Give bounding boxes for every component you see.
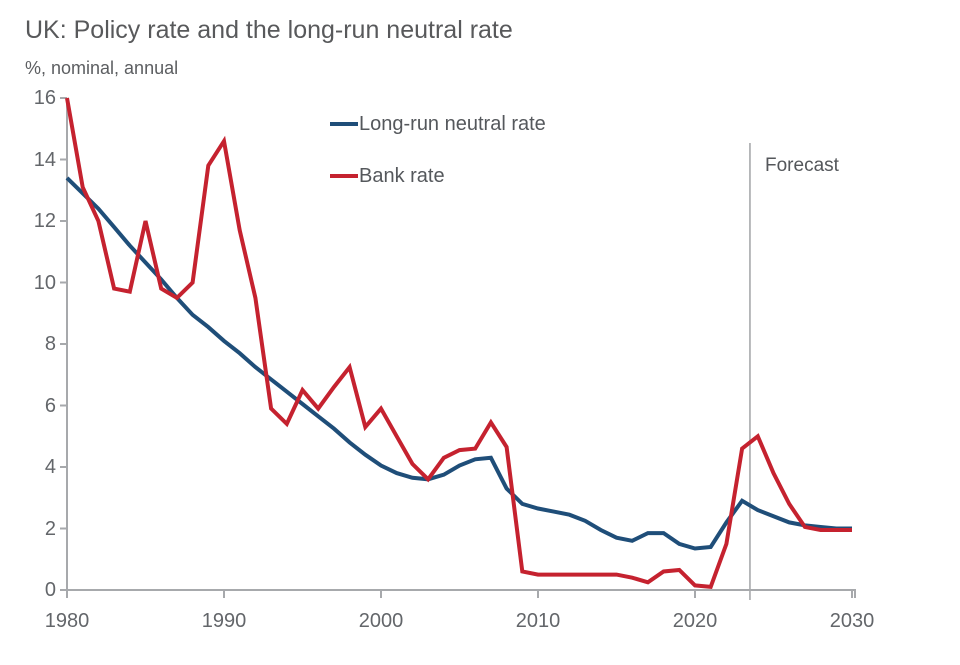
bank-rate-line [65,97,852,590]
legend-swatch-bank-rate-icon [330,174,358,178]
y-axis-tick-label: 0 [44,579,56,601]
legend-swatch-neutral-rate-icon [330,122,358,126]
x-axis-tick-label: 1990 [201,610,247,632]
legend-item-bank-rate: Bank rate [330,164,445,188]
y-axis-tick-label: 12 [33,210,56,232]
y-axis-tick-label: 10 [33,271,56,294]
y-axis-tick-label: 8 [44,333,56,355]
y-axis-tick-label: 6 [44,394,56,417]
x-axis-tick-label: 2000 [358,610,404,632]
y-axis-tick-label: 14 [33,148,56,171]
x-axis-tick-label: 2020 [672,610,718,632]
legend-item-neutral-rate: Long-run neutral rate [330,112,546,136]
legend-label-neutral-rate: Long-run neutral rate [359,113,546,135]
legend-label-bank-rate: Bank rate [359,165,445,187]
forecast-label: Forecast [765,155,839,176]
y-axis-tick-label: 2 [44,517,56,540]
y-axis-tick-label: 16 [33,87,56,109]
chart-subtitle: %, nominal, annual [25,58,179,78]
x-axis-tick-label: 2030 [829,610,875,632]
chart-title: UK: Policy rate and the long-run neutral… [25,16,513,44]
x-axis-tick-label: 2010 [515,610,561,632]
x-axis-tick-label: 1980 [44,610,90,632]
neutral-rate-line [65,176,852,551]
y-axis-tick-label: 4 [44,456,56,478]
